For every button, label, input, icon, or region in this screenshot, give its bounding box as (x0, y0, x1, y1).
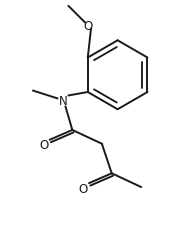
Text: N: N (59, 94, 68, 107)
Text: O: O (84, 20, 93, 33)
Text: O: O (78, 182, 88, 195)
Text: O: O (39, 139, 48, 152)
